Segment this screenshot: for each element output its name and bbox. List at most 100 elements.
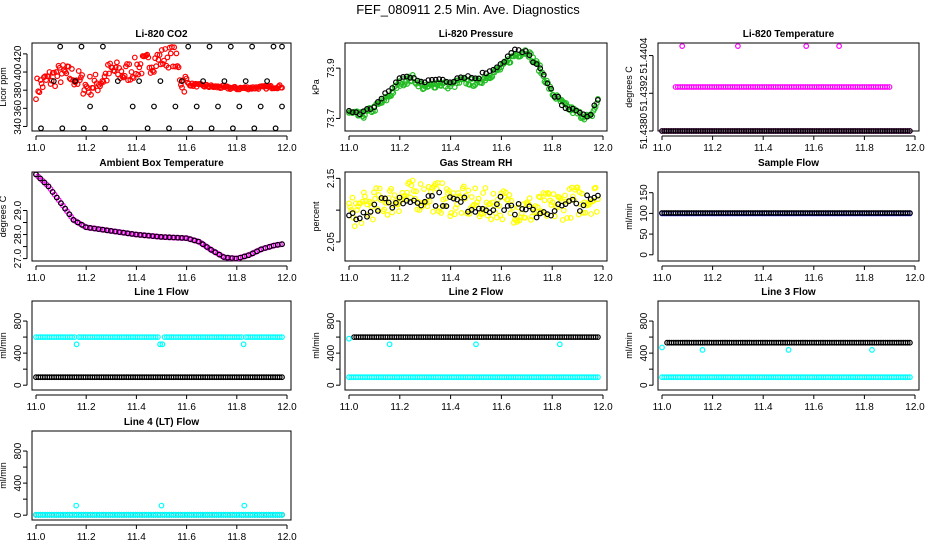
- y-tick-label: 400: [639, 344, 650, 361]
- data-point: [836, 43, 842, 49]
- data-point: [595, 192, 601, 199]
- data-point: [75, 68, 82, 74]
- data-point: [393, 79, 399, 86]
- data-point: [389, 204, 396, 211]
- y-tick-label: 0: [639, 252, 650, 258]
- x-tick-label: 11.4: [127, 532, 146, 540]
- data-point: [592, 374, 599, 381]
- data-point: [276, 374, 283, 381]
- data-point: [68, 65, 75, 72]
- data-point: [472, 185, 479, 192]
- data-point: [473, 341, 479, 348]
- data-point: [177, 81, 184, 88]
- data-point: [869, 347, 875, 353]
- x-tick-label: 12.0: [905, 402, 925, 413]
- data-point: [550, 191, 557, 198]
- x-tick-label: 11.0: [340, 143, 359, 154]
- data-point: [187, 125, 194, 132]
- data-point: [448, 209, 455, 216]
- data-point: [385, 88, 392, 94]
- data-point: [216, 251, 223, 258]
- x-tick-label: 11.0: [653, 402, 672, 413]
- series-line2: [346, 374, 601, 381]
- x-tick-label: 11.6: [492, 402, 511, 413]
- data-point: [455, 190, 462, 196]
- panel-7: Line 1 Flow 11.0 11.2 11.4 11.6 11.8 12.0 0 400 8…: [0, 287, 297, 413]
- data-point: [803, 43, 810, 49]
- x-tick-label: 12.0: [905, 273, 925, 284]
- data-point: [560, 207, 567, 214]
- data-point: [111, 68, 118, 74]
- data-point: [421, 186, 427, 193]
- data-point: [351, 223, 358, 230]
- data-point: [907, 374, 913, 381]
- data-point: [567, 214, 574, 221]
- plot-frame: [344, 300, 608, 391]
- data-point: [136, 78, 143, 84]
- data-point: [36, 89, 43, 96]
- y-tick-label: 100: [639, 205, 650, 222]
- y-axis-label: kPa: [311, 79, 321, 95]
- y-tick-label: 51.4392: [639, 75, 650, 112]
- y-tick-label: 800: [13, 442, 24, 459]
- series-pressure: [346, 47, 601, 123]
- x-tick-label: 11.0: [27, 143, 46, 154]
- y-tick-label: 0: [13, 382, 24, 388]
- x-tick-label: 11.2: [703, 402, 722, 413]
- y-tick-label: 360: [13, 100, 24, 117]
- y-tick-label: 340: [13, 118, 24, 135]
- data-point: [475, 195, 482, 202]
- data-point: [904, 339, 911, 346]
- data-point: [549, 199, 556, 206]
- data-point: [526, 195, 533, 202]
- data-point: [497, 193, 504, 200]
- data-point: [360, 114, 367, 121]
- x-tick-label: 11.4: [441, 402, 460, 413]
- plot-frame: [344, 171, 608, 262]
- data-point: [227, 43, 234, 50]
- data-point: [236, 334, 243, 341]
- data-point: [364, 213, 370, 220]
- x-tick-label: 11.8: [855, 402, 874, 413]
- data-point: [457, 74, 464, 81]
- data-point: [735, 43, 741, 49]
- y-tick-label: 400: [326, 344, 337, 361]
- data-point: [63, 70, 70, 77]
- data-point: [432, 76, 439, 83]
- data-point: [577, 208, 583, 214]
- data-point: [264, 78, 271, 84]
- data-point: [396, 208, 402, 215]
- data-point: [508, 202, 515, 209]
- data-point: [144, 51, 151, 58]
- data-point: [363, 198, 369, 205]
- data-point: [439, 180, 446, 187]
- figure-title: FEF_080911 2.5 Min. Ave. Diagnostics: [356, 2, 580, 17]
- data-point: [158, 47, 165, 53]
- data-point: [588, 211, 594, 217]
- y-tick-label: 800: [13, 312, 24, 329]
- data-point: [86, 73, 93, 80]
- x-tick-label: 11.2: [77, 402, 96, 413]
- data-point: [411, 75, 417, 81]
- x-tick-label: 11.8: [543, 273, 562, 284]
- data-point: [562, 201, 569, 208]
- data-point: [66, 211, 73, 218]
- x-tick-label: 11.6: [804, 402, 823, 413]
- x-tick-label: 11.4: [754, 273, 773, 284]
- data-point: [359, 198, 366, 205]
- y-tick-label: 28.0: [13, 224, 24, 244]
- data-point: [504, 202, 511, 209]
- data-point: [349, 109, 356, 116]
- data-point: [215, 103, 221, 110]
- data-point: [279, 43, 285, 50]
- data-point: [409, 177, 416, 184]
- data-point: [158, 502, 165, 509]
- data-point: [149, 67, 156, 74]
- data-point: [249, 43, 256, 50]
- series-line3: [659, 374, 913, 381]
- data-point: [396, 194, 403, 201]
- data-point: [277, 241, 283, 248]
- data-point: [595, 334, 601, 341]
- data-point: [526, 203, 533, 210]
- data-point: [785, 347, 792, 353]
